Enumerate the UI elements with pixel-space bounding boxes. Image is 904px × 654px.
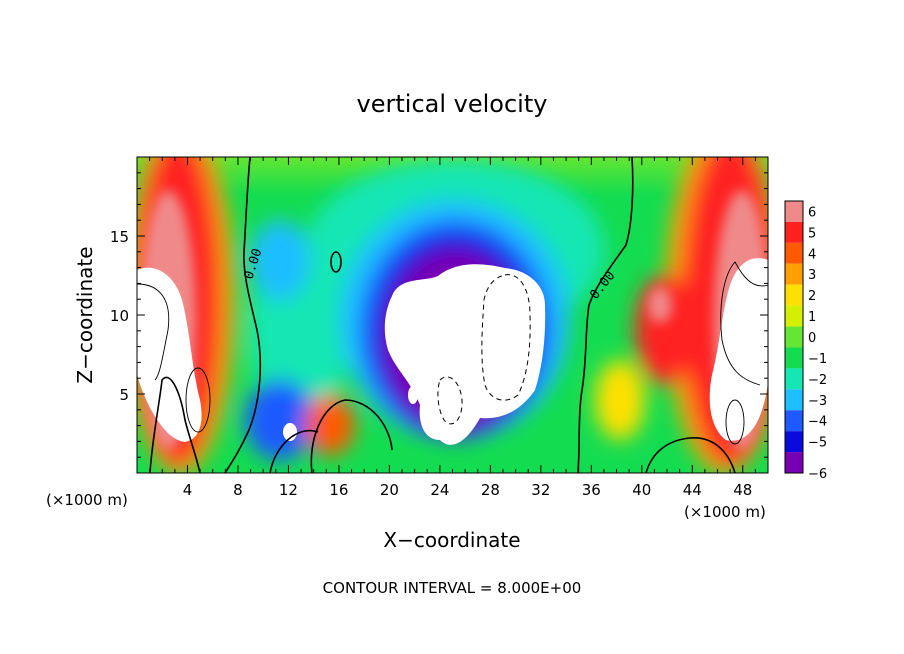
colorbar-label: −4	[808, 415, 827, 430]
x-tick-label: 20	[380, 481, 399, 499]
x-tick-label: 48	[733, 481, 752, 499]
x-tick-label: 32	[531, 481, 550, 499]
x-unit-left: (×1000 m)	[46, 491, 128, 509]
x-unit-right: (×1000 m)	[684, 503, 766, 521]
colorbar-label: −6	[808, 467, 827, 482]
x-tick-label: 40	[632, 481, 651, 499]
colorbar-label: 4	[808, 247, 816, 262]
colorbar-label: −5	[808, 436, 827, 451]
colorbar-label: 3	[808, 268, 816, 283]
colorbar-swatch	[785, 347, 803, 369]
x-tick-label: 44	[683, 481, 702, 499]
y-tick-label: 10	[110, 307, 129, 325]
heatmap-field: 0.00 0.00	[137, 157, 768, 473]
colorbar-swatch	[785, 410, 803, 432]
x-tick-label: 16	[329, 481, 348, 499]
x-tick-label: 28	[481, 481, 500, 499]
colorbar-label: 1	[808, 310, 816, 325]
colorbar-swatch	[785, 389, 803, 411]
colorbar-swatch	[785, 305, 803, 327]
colorbar-swatch	[785, 326, 803, 348]
y-axis: 5 10 15	[110, 172, 768, 458]
x-axis-label: X−coordinate	[383, 528, 520, 552]
colorbar-frame	[784, 200, 804, 474]
colorbar-swatch	[785, 242, 803, 264]
colorbar-label: −2	[808, 373, 827, 388]
x-axis: 4 8 12 16 20 24 28 32 36 40 44 48	[149, 157, 756, 499]
x-tick-label: 8	[233, 481, 243, 499]
x-tick-label: 12	[279, 481, 298, 499]
contour-interval-note: CONTOUR INTERVAL = 8.000E+00	[323, 579, 582, 597]
colorbar-label: −1	[808, 352, 827, 367]
colorbar-swatch	[785, 431, 803, 453]
colorbar-swatch	[785, 368, 803, 390]
colorbar-label: −3	[808, 394, 827, 409]
x-tick-label: 24	[430, 481, 449, 499]
colorbar-swatch	[785, 284, 803, 306]
y-tick-label: 15	[110, 228, 129, 246]
x-tick-label: 4	[183, 481, 193, 499]
colorbar-swatch	[785, 452, 803, 473]
x-tick-label: 36	[582, 481, 601, 499]
colorbar-label: 0	[808, 331, 816, 346]
chart-title: vertical velocity	[357, 90, 548, 118]
colorbar-swatch	[785, 201, 803, 222]
y-axis-label: Z−coordinate	[73, 246, 97, 383]
colorbar-swatch	[785, 263, 803, 285]
colorbar-label: 6	[808, 205, 816, 220]
colorbar-label: 5	[808, 226, 816, 241]
colorbar-swatch	[785, 221, 803, 243]
colorbar-label: 2	[808, 289, 816, 304]
colorbar: 6 5 4 3 2 1 0 −1 −2 −3 −4 −5 −6	[784, 200, 827, 482]
y-tick-label: 5	[119, 386, 129, 404]
